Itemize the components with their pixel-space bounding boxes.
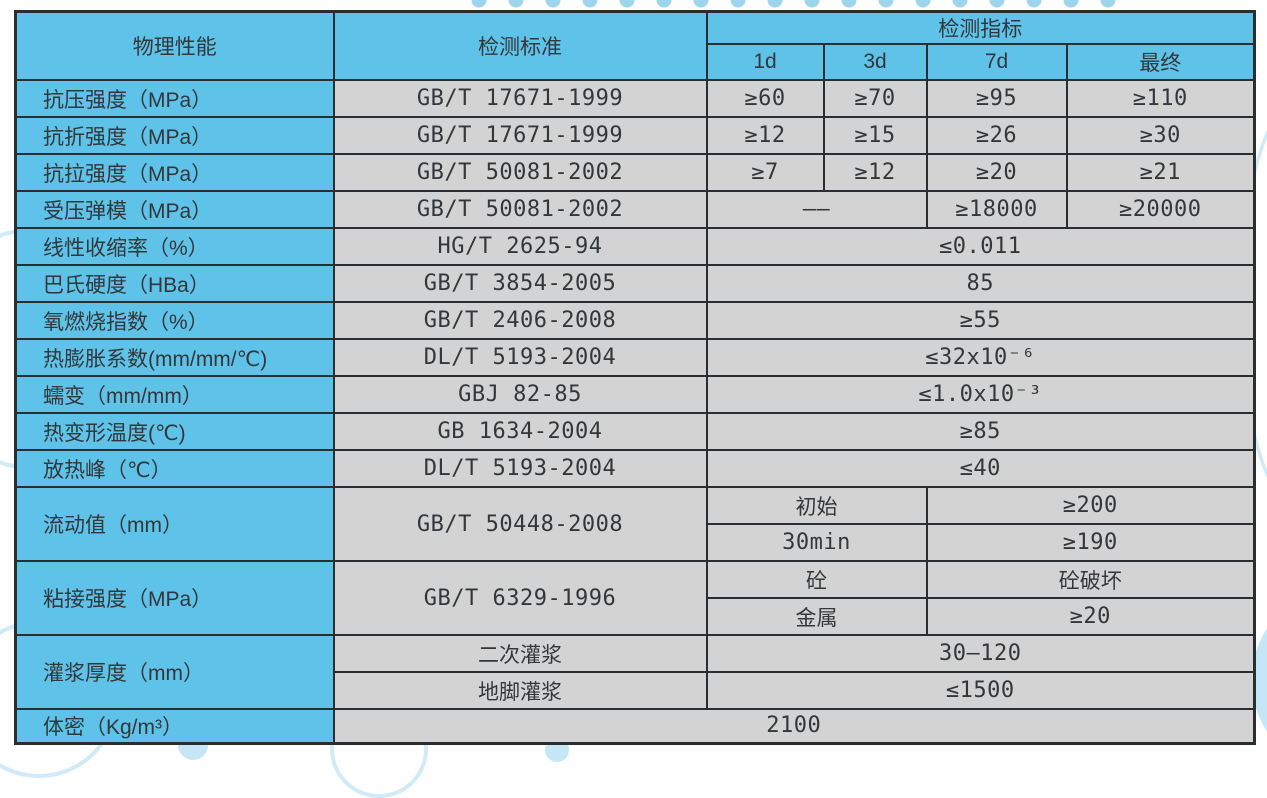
standard-cell: GBJ 82-85 — [332, 375, 708, 414]
table-row: 物理性能 检测标准 检测指标 — [14, 10, 1256, 81]
table-row: 30min ≥190 — [16, 523, 1256, 562]
standard-cell: DL/T 5193-2004 — [332, 338, 708, 377]
standard-cell: HG/T 2625-94 — [332, 227, 708, 266]
value-3d: ≥15 — [822, 116, 928, 155]
value-30min: ≥190 — [925, 523, 1256, 562]
physical-properties-table: 物理性能 检测标准 检测指标 1d 3d 7d 最终 抗压强度（MPa） GB/T 17671-… — [14, 10, 1256, 745]
table-row: 放热峰（℃） DL/T 5193-2004 ≤40 — [14, 449, 1256, 488]
standard-cell: GB/T 17671-1999 — [332, 116, 708, 155]
standard-cell: GB/T 17671-1999 — [332, 79, 708, 118]
value-3d: ≥12 — [822, 153, 928, 192]
table-row: 粘接强度（MPa） GB/T 6329-1996 砼砼破坏 — [14, 560, 1256, 636]
value-7d: ≥95 — [925, 79, 1068, 118]
table-row: 灌浆厚度（mm） 二次灌浆 30—120 — [14, 634, 1256, 710]
value-final: ≥21 — [1065, 153, 1256, 192]
table-row: 抗压强度（MPa） GB/T 17671-1999 ≥60 ≥70 ≥95 ≥110 — [14, 79, 1256, 118]
table-row: 受压弹模（MPa） GB/T 50081-2002 —— ≥18000 ≥20000 — [14, 190, 1256, 229]
value-metal: ≥20 — [925, 597, 1256, 636]
value-all: ≤0.011 — [705, 227, 1256, 266]
table-row: 巴氏硬度（HBa） GB/T 3854-2005 85 — [14, 264, 1256, 303]
standard-cell: GB/T 50081-2002 — [332, 190, 708, 229]
value-all: ≤40 — [705, 449, 1256, 488]
prop-bond-strength: 粘接强度（MPa） — [14, 560, 335, 636]
standard-cell: GB/T 6329-1996 — [332, 560, 708, 636]
prop-compressive-strength: 抗压强度（MPa） — [14, 79, 335, 118]
prop-compressive-modulus: 受压弹模（MPa） — [14, 190, 335, 229]
subrow-concrete: 砼 — [705, 560, 928, 599]
value-initial: ≥200 — [925, 486, 1256, 525]
value-7d: ≥20 — [925, 153, 1068, 192]
prop-heat-deflection-temp: 热变形温度(℃) — [14, 412, 335, 451]
value-3d: ≥70 — [822, 79, 928, 118]
standard-cell: DL/T 5193-2004 — [332, 449, 708, 488]
value-final: ≥20000 — [1065, 190, 1256, 229]
table-row: 热变形温度(℃) GB 1634-2004 ≥85 — [14, 412, 1256, 451]
table-row: 地脚灌浆 ≤1500 — [16, 671, 1256, 710]
standard-cell: GB/T 3854-2005 — [332, 264, 708, 303]
prop-linear-shrinkage: 线性收缩率（%） — [14, 227, 335, 266]
value-all: ≥55 — [705, 301, 1256, 340]
prop-barcol-hardness: 巴氏硬度（HBa） — [14, 264, 335, 303]
standard-cell: GB/T 50448-2008 — [332, 486, 708, 562]
value-all: ≤32x10⁻⁶ — [705, 338, 1256, 377]
table-row: 蠕变（mm/mm） GBJ 82-85 ≤1.0x10⁻³ — [14, 375, 1256, 414]
table-row: 流动值（mm） GB/T 50448-2008 初始 ≥200 — [14, 486, 1256, 562]
value-1d-3d-none: —— — [705, 190, 928, 229]
table-row: 热膨胀系数(mm/mm/℃) DL/T 5193-2004 ≤32x10⁻⁶ — [14, 338, 1256, 377]
col-subheader-1d: 1d — [705, 43, 825, 81]
col-subheader-final: 最终 — [1065, 43, 1256, 81]
prop-flexural-strength: 抗折强度（MPa） — [14, 116, 335, 155]
value-secondary-grouting: 30—120 — [705, 634, 1256, 673]
value-7d: ≥18000 — [925, 190, 1068, 229]
prop-exothermic-peak: 放热峰（℃） — [14, 449, 335, 488]
scallop-decoration — [470, 0, 1135, 9]
table-row: 抗拉强度（MPa） GB/T 50081-2002 ≥7 ≥12 ≥20 ≥21 — [14, 153, 1256, 192]
value-all: 85 — [705, 264, 1256, 303]
col-subheader-7d: 7d — [925, 43, 1068, 81]
value-concrete-failure: 砼破坏 — [925, 560, 1256, 599]
value-bulk-density: 2100 — [332, 708, 1256, 744]
standard-cell: GB 1634-2004 — [332, 412, 708, 451]
standard-cell: GB/T 2406-2008 — [332, 301, 708, 340]
value-1d: ≥60 — [705, 79, 825, 118]
subrow-secondary-grouting: 二次灌浆 — [332, 634, 708, 673]
value-final: ≥110 — [1065, 79, 1256, 118]
table-row: 抗折强度（MPa） GB/T 17671-1999 ≥12 ≥15 ≥26 ≥30 — [14, 116, 1256, 155]
value-1d: ≥12 — [705, 116, 825, 155]
prop-oxygen-index: 氧燃烧指数（%） — [14, 301, 335, 340]
subrow-anchor-grouting: 地脚灌浆 — [332, 671, 708, 710]
table-row: 金属 ≥20 — [16, 597, 1256, 636]
col-header-indicators: 检测指标 — [705, 10, 1256, 45]
col-header-standard: 检测标准 — [332, 10, 708, 81]
value-7d: ≥26 — [925, 116, 1068, 155]
table-row: 氧燃烧指数（%） GB/T 2406-2008 ≥55 — [14, 301, 1256, 340]
table-row: 1d 3d 7d 最终 — [16, 43, 1256, 81]
value-anchor-grouting: ≤1500 — [705, 671, 1256, 710]
standard-cell: GB/T 50081-2002 — [332, 153, 708, 192]
table-row: 体密（Kg/m³） 2100 — [14, 708, 1256, 744]
col-subheader-3d: 3d — [822, 43, 928, 81]
subrow-metal: 金属 — [705, 597, 928, 636]
col-header-property: 物理性能 — [14, 10, 335, 81]
table-row: 线性收缩率（%） HG/T 2625-94 ≤0.011 — [14, 227, 1256, 266]
subrow-30min: 30min — [705, 523, 928, 562]
value-1d: ≥7 — [705, 153, 825, 192]
value-final: ≥30 — [1065, 116, 1256, 155]
subrow-initial: 初始 — [705, 486, 928, 525]
value-all: ≤1.0x10⁻³ — [705, 375, 1256, 414]
prop-bulk-density: 体密（Kg/m³） — [14, 708, 335, 744]
prop-thermal-expansion: 热膨胀系数(mm/mm/℃) — [14, 338, 335, 377]
prop-grouting-thickness: 灌浆厚度（mm） — [14, 634, 335, 710]
prop-creep: 蠕变（mm/mm） — [14, 375, 335, 414]
prop-flow-value: 流动值（mm） — [14, 486, 335, 562]
prop-tensile-strength: 抗拉强度（MPa） — [14, 153, 335, 192]
value-all: ≥85 — [705, 412, 1256, 451]
